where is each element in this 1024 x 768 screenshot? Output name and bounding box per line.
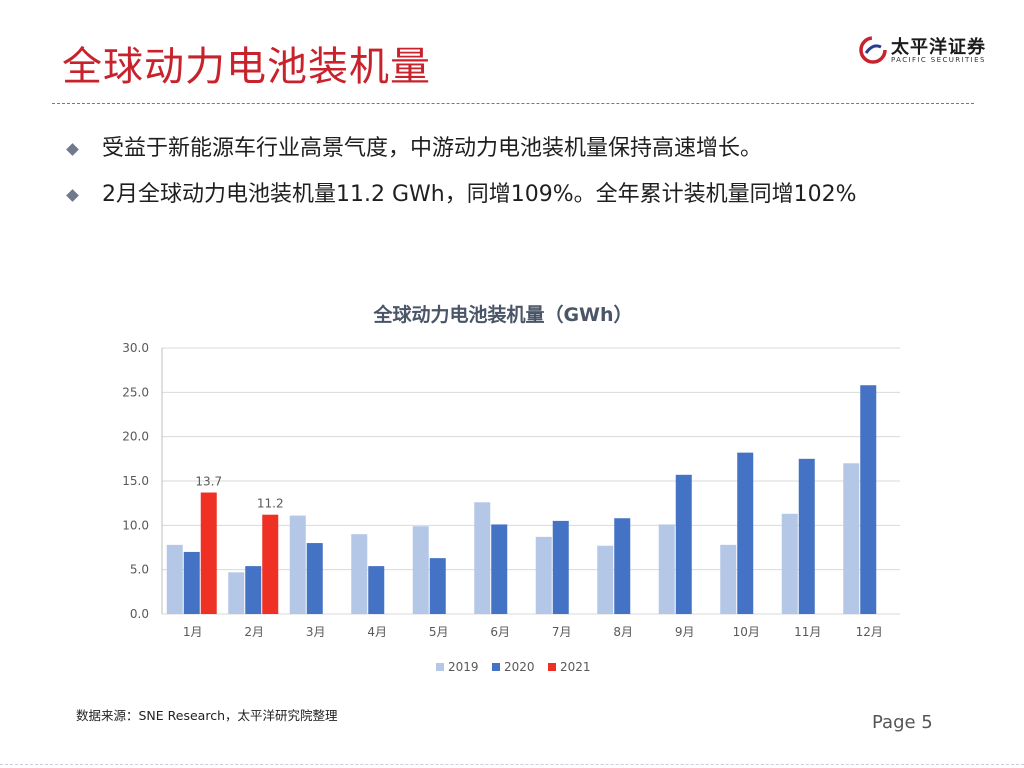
battery-install-chart: 全球动力电池装机量（GWh） 0.0 5.0 10.0 15.0 20.0 25.0 30.… bbox=[122, 303, 900, 674]
bar-2019 bbox=[535, 536, 552, 614]
chart-title: 全球动力电池装机量（GWh） bbox=[372, 303, 632, 326]
bar-2020 bbox=[675, 474, 692, 614]
bar-2020 bbox=[860, 385, 877, 614]
bar-2019 bbox=[597, 545, 614, 614]
legend-label: 2019 bbox=[448, 660, 479, 674]
x-tick-label: 7月 bbox=[552, 625, 572, 639]
page-number: Page 5 bbox=[872, 712, 933, 733]
chart-x-ticks: 1月 2月 3月 4月 5月 6月 7月 8月 9月 10月 11月 12月 bbox=[183, 625, 883, 639]
x-tick-label: 9月 bbox=[675, 625, 695, 639]
legend-label: 2020 bbox=[504, 660, 535, 674]
chart-bars bbox=[166, 385, 877, 614]
bar-2020 bbox=[491, 524, 508, 614]
chart-gridlines bbox=[161, 347, 900, 615]
x-tick-label: 1月 bbox=[183, 625, 203, 639]
chart-y-ticks: 0.0 5.0 10.0 15.0 20.0 25.0 30.0 bbox=[122, 341, 149, 621]
legend-swatch-2020 bbox=[492, 663, 500, 671]
data-label: 13.7 bbox=[195, 475, 222, 489]
diamond-bullet-icon bbox=[66, 143, 79, 156]
title-divider bbox=[52, 103, 974, 104]
bar-2020 bbox=[429, 558, 446, 614]
bar-2020 bbox=[737, 452, 754, 614]
y-tick-label: 0.0 bbox=[130, 607, 149, 621]
bar-2020 bbox=[245, 566, 262, 614]
bar-2019 bbox=[166, 544, 183, 614]
bullet-item: 受益于新能源车行业高景气度，中游动力电池装机量保持高速增长。 bbox=[66, 132, 906, 166]
legend-label: 2021 bbox=[560, 660, 591, 674]
y-tick-label: 5.0 bbox=[130, 563, 149, 577]
x-tick-label: 6月 bbox=[490, 625, 510, 639]
bar-2019 bbox=[228, 572, 245, 614]
bar-2019 bbox=[658, 524, 675, 614]
bar-2020 bbox=[798, 458, 815, 614]
y-tick-label: 20.0 bbox=[122, 430, 149, 444]
y-tick-label: 15.0 bbox=[122, 474, 149, 488]
y-tick-label: 30.0 bbox=[122, 341, 149, 355]
y-tick-label: 10.0 bbox=[122, 518, 149, 532]
bar-2020 bbox=[368, 566, 385, 614]
bar-2019 bbox=[720, 544, 737, 614]
bar-2019 bbox=[289, 515, 306, 614]
bullet-item: 2月全球动力电池装机量11.2 GWh，同增109%。全年累计装机量同增102% bbox=[66, 178, 906, 212]
bar-2021 bbox=[200, 492, 217, 614]
x-tick-label: 2月 bbox=[244, 625, 264, 639]
x-tick-label: 5月 bbox=[429, 625, 449, 639]
bullet-list: 受益于新能源车行业高景气度，中游动力电池装机量保持高速增长。 2月全球动力电池装… bbox=[66, 132, 906, 224]
bar-2019 bbox=[412, 526, 429, 614]
x-tick-label: 8月 bbox=[613, 625, 633, 639]
bar-2019 bbox=[474, 502, 491, 614]
y-tick-label: 25.0 bbox=[122, 385, 149, 399]
pacific-logo-icon bbox=[859, 36, 887, 64]
bar-2021 bbox=[262, 514, 279, 614]
legend-swatch-2019 bbox=[436, 663, 444, 671]
bar-2019 bbox=[351, 534, 368, 614]
bullet-text: 2月全球动力电池装机量11.2 GWh，同增109%。全年累计装机量同增102% bbox=[102, 182, 857, 207]
chart-data-labels: 13.7 11.2 bbox=[195, 475, 283, 511]
bar-2019 bbox=[781, 513, 798, 614]
slide-title: 全球动力电池装机量 bbox=[62, 44, 431, 90]
x-tick-label: 12月 bbox=[856, 625, 883, 639]
bar-2020 bbox=[306, 543, 323, 614]
bar-2020 bbox=[552, 520, 569, 614]
x-tick-label: 4月 bbox=[367, 625, 387, 639]
x-tick-label: 3月 bbox=[306, 625, 326, 639]
chart-legend[interactable]: 2019 2020 2021 bbox=[436, 660, 591, 674]
bar-2020 bbox=[183, 551, 200, 614]
logo-name-cn: 太平洋证券 bbox=[891, 37, 986, 58]
legend-swatch-2021 bbox=[548, 663, 556, 671]
bar-2020 bbox=[614, 518, 631, 614]
bullet-text: 受益于新能源车行业高景气度，中游动力电池装机量保持高速增长。 bbox=[102, 136, 763, 161]
logo-name-en: PACIFIC SECURITIES bbox=[891, 56, 986, 64]
x-tick-label: 11月 bbox=[794, 625, 821, 639]
footer-divider bbox=[0, 764, 1024, 765]
data-source-note: 数据来源：SNE Research，太平洋研究院整理 bbox=[76, 708, 338, 723]
company-logo: 太平洋证券 PACIFIC SECURITIES bbox=[858, 33, 993, 69]
bar-2019 bbox=[843, 463, 860, 614]
x-tick-label: 10月 bbox=[733, 625, 760, 639]
diamond-bullet-icon bbox=[66, 189, 79, 202]
data-label: 11.2 bbox=[257, 497, 284, 511]
